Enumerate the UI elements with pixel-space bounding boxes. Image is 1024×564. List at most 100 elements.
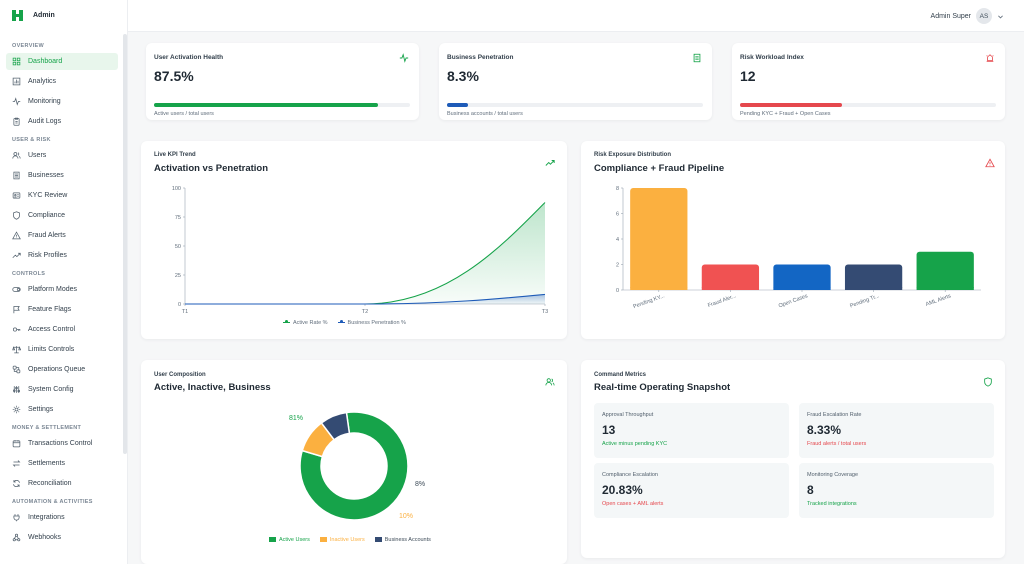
metric-label: Approval Throughput bbox=[602, 412, 654, 418]
x-tick-label: Fraud Aler... bbox=[707, 293, 737, 309]
sidebar-item-feature-flags[interactable]: Feature Flags bbox=[6, 301, 118, 318]
metric-tile: Fraud Escalation Rate 8.33% Fraud alerts… bbox=[799, 403, 994, 458]
series-line bbox=[185, 293, 546, 305]
avatar: AS bbox=[976, 8, 992, 24]
metric-value: 8.33% bbox=[807, 423, 842, 437]
kpi-title: Business Penetration bbox=[447, 54, 514, 61]
sidebar-item-businesses[interactable]: Businesses bbox=[6, 167, 118, 184]
bar bbox=[844, 264, 903, 290]
sidebar-item-operations-queue[interactable]: Operations Queue bbox=[6, 361, 118, 378]
bar-base bbox=[916, 287, 974, 290]
sidebar-item-label: Reconciliation bbox=[28, 480, 72, 487]
sidebar-item-label: Feature Flags bbox=[28, 306, 72, 313]
y-tick-label: 50 bbox=[175, 244, 181, 250]
sidebar-item-users[interactable]: Users bbox=[6, 147, 118, 164]
x-tick-label: AML Alerts bbox=[925, 293, 952, 308]
sidebar-item-settings[interactable]: Settings bbox=[6, 401, 118, 418]
slice-label: 10% bbox=[399, 513, 413, 520]
kpi-value: 8.3% bbox=[447, 68, 479, 84]
kpi-card-activation: User Activation Health 87.5% Active user… bbox=[146, 43, 419, 120]
donut-slice bbox=[320, 411, 351, 441]
x-tick-label: Pending Tr... bbox=[849, 293, 881, 309]
sidebar-item-dashboard[interactable]: Dashboard bbox=[6, 53, 118, 70]
x-tick-label: T1 bbox=[182, 309, 188, 315]
legend-item[interactable]: Active Users bbox=[269, 537, 310, 543]
kpi-value: 87.5% bbox=[154, 68, 194, 84]
legend-item[interactable]: Business Accounts bbox=[374, 537, 431, 543]
sidebar-item-risk-profiles[interactable]: Risk Profiles bbox=[6, 247, 118, 264]
kpi-progress-fill bbox=[154, 103, 378, 107]
sidebar-item-monitoring[interactable]: Monitoring bbox=[6, 93, 118, 110]
sidebar-section-title: AUTOMATION & ACTIVITIES bbox=[12, 499, 93, 505]
sidebar-section-title: CONTROLS bbox=[12, 271, 46, 277]
sidebar-item-label: Risk Profiles bbox=[28, 252, 67, 259]
building-icon bbox=[693, 53, 701, 63]
sidebar-item-label: KYC Review bbox=[28, 192, 68, 199]
sidebar-item-audit-logs[interactable]: Audit Logs bbox=[6, 113, 118, 130]
users-icon bbox=[545, 378, 555, 386]
sidebar-item-label: Fraud Alerts bbox=[28, 232, 66, 239]
legend-label: Active Rate % bbox=[293, 320, 328, 326]
sidebar-item-kyc-review[interactable]: KYC Review bbox=[6, 187, 118, 204]
sidebar-section-title: OVERVIEW bbox=[12, 43, 44, 49]
gear-icon bbox=[12, 405, 21, 414]
user-menu[interactable]: Admin Super AS bbox=[931, 8, 1004, 24]
card-eyebrow: Live KPI Trend bbox=[154, 152, 196, 158]
brand-logo-icon bbox=[12, 9, 23, 21]
sidebar-item-limits-controls[interactable]: Limits Controls bbox=[6, 341, 118, 358]
sidebar-item-integrations[interactable]: Integrations bbox=[6, 509, 118, 526]
y-tick-label: 6 bbox=[616, 212, 619, 218]
x-tick-label: T2 bbox=[362, 309, 368, 315]
line-chart-card: Live KPI Trend Activation vs Penetration… bbox=[141, 141, 567, 339]
legend-item[interactable]: Inactive Users bbox=[319, 537, 365, 543]
metric-subtitle: Tracked integrations bbox=[807, 501, 857, 507]
sidebar-item-webhooks[interactable]: Webhooks bbox=[6, 529, 118, 546]
donut-legend: Active Users Inactive Users Business Accou… bbox=[269, 537, 431, 543]
sidebar-item-label: Access Control bbox=[28, 326, 76, 333]
flag-icon bbox=[13, 306, 20, 314]
bar-base bbox=[630, 287, 688, 290]
sidebar-item-fraud-alerts[interactable]: Fraud Alerts bbox=[6, 227, 118, 244]
metric-tile: Approval Throughput 13 Active minus pend… bbox=[594, 403, 789, 458]
kpi-subtitle: Pending KYC + Fraud + Open Cases bbox=[740, 111, 831, 117]
donut-chart-card: User Composition Active, Inactive, Busin… bbox=[141, 360, 567, 564]
sidebar-item-compliance[interactable]: Compliance bbox=[6, 207, 118, 224]
metrics-card: Command Metrics Real-time Operating Snap… bbox=[581, 360, 1005, 558]
chevron-down-icon bbox=[998, 15, 1003, 18]
bar-chart-icon bbox=[12, 77, 21, 86]
x-tick-label: T3 bbox=[542, 309, 548, 315]
sidebar-item-transactions-control[interactable]: Transactions Control bbox=[6, 435, 118, 452]
sidebar-item-label: Integrations bbox=[28, 514, 65, 521]
series-area bbox=[185, 202, 545, 304]
trend-icon bbox=[12, 252, 21, 259]
metric-subtitle: Active minus pending KYC bbox=[602, 441, 668, 447]
sidebar-item-system-config[interactable]: System Config bbox=[6, 381, 118, 398]
bar-base bbox=[773, 287, 831, 290]
activity-icon bbox=[12, 97, 21, 106]
sidebar-item-reconciliation[interactable]: Reconciliation bbox=[6, 475, 118, 492]
kpi-subtitle: Active users / total users bbox=[154, 111, 214, 117]
top-bar: Admin Super AS bbox=[128, 0, 1024, 32]
line-chart-legend: Active Rate % Business Penetration % bbox=[283, 320, 406, 326]
kpi-subtitle: Business accounts / total users bbox=[447, 111, 523, 117]
toggle-icon bbox=[12, 287, 21, 292]
legend-item[interactable]: Active Rate % bbox=[283, 320, 328, 326]
sidebar-item-analytics[interactable]: Analytics bbox=[6, 73, 118, 90]
sidebar-item-label: Compliance bbox=[28, 212, 65, 219]
y-tick-label: 8 bbox=[616, 186, 619, 192]
sidebar-item-label: Users bbox=[28, 152, 47, 159]
card-title: Active, Inactive, Business bbox=[154, 382, 271, 393]
sidebar-item-label: Audit Logs bbox=[28, 118, 62, 125]
sliders-icon bbox=[12, 386, 21, 393]
y-tick-label: 2 bbox=[616, 263, 619, 269]
brand[interactable]: Admin bbox=[0, 0, 127, 30]
sidebar-scrollbar[interactable] bbox=[123, 34, 127, 454]
sidebar-item-label: Platform Modes bbox=[28, 286, 78, 293]
swap-icon bbox=[12, 460, 21, 467]
legend-label: Active Users bbox=[279, 537, 310, 543]
sidebar-item-settlements[interactable]: Settlements bbox=[6, 455, 118, 472]
legend-item[interactable]: Business Penetration % bbox=[337, 320, 406, 326]
sidebar-item-platform-modes[interactable]: Platform Modes bbox=[6, 281, 118, 298]
sidebar-item-access-control[interactable]: Access Control bbox=[6, 321, 118, 338]
y-tick-label: 25 bbox=[175, 273, 181, 279]
